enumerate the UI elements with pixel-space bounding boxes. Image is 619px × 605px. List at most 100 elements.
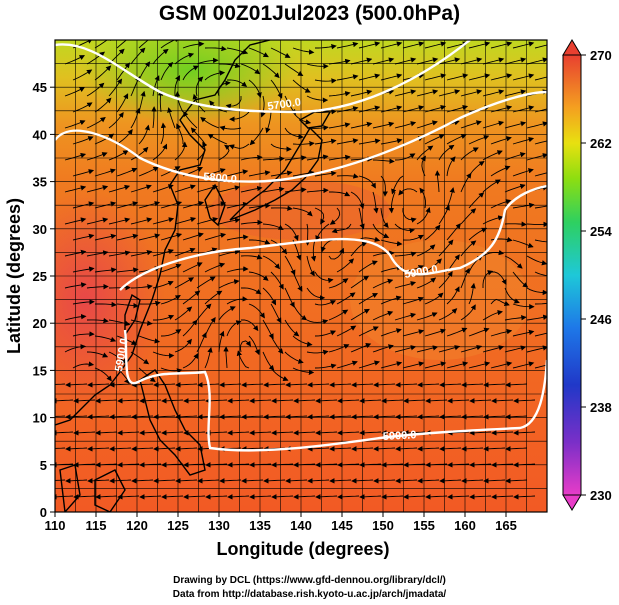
streamline bbox=[483, 382, 506, 388]
streamline bbox=[207, 133, 228, 145]
streamline bbox=[226, 169, 249, 177]
streamline bbox=[262, 223, 284, 230]
y-tick-label: 10 bbox=[33, 411, 47, 426]
streamline bbox=[196, 57, 219, 65]
streamline bbox=[336, 106, 359, 113]
streamline bbox=[402, 207, 417, 223]
streamline bbox=[205, 462, 228, 468]
streamline bbox=[161, 494, 184, 500]
streamline bbox=[307, 382, 330, 388]
streamline bbox=[86, 116, 106, 129]
colorbar-tick-label: 270 bbox=[590, 48, 612, 63]
streamline bbox=[482, 89, 505, 97]
streamline bbox=[468, 41, 491, 49]
streamline bbox=[359, 398, 382, 404]
streamline bbox=[65, 478, 88, 484]
streamline bbox=[152, 143, 168, 161]
credit-data-source: Data from http://database.rish.kyoto-u.a… bbox=[172, 589, 447, 600]
streamline bbox=[241, 414, 264, 420]
colorbar-tick-label: 254 bbox=[590, 224, 612, 239]
streamline bbox=[398, 188, 418, 196]
temperature-field: 5700.0 5800.0 5900.0 5900.0 5900.0 bbox=[55, 40, 547, 512]
streamline bbox=[490, 165, 511, 177]
x-tick-label: 140 bbox=[290, 518, 312, 533]
streamline bbox=[248, 79, 262, 98]
streamline bbox=[182, 41, 205, 49]
streamline bbox=[504, 345, 527, 353]
streamline bbox=[293, 494, 316, 500]
y-tick-label: 0 bbox=[40, 505, 47, 520]
streamline bbox=[336, 173, 359, 179]
streamline bbox=[394, 251, 417, 257]
streamline bbox=[395, 382, 418, 388]
streamline bbox=[446, 156, 456, 177]
streamline bbox=[167, 107, 176, 129]
y-tick-label: 40 bbox=[33, 127, 47, 142]
streamline bbox=[402, 105, 425, 113]
streamline bbox=[439, 478, 462, 484]
colorbar-max-triangle bbox=[562, 39, 582, 56]
streamline bbox=[116, 128, 133, 145]
streamline bbox=[284, 351, 304, 364]
streamline bbox=[176, 123, 184, 145]
streamline bbox=[227, 430, 250, 436]
streamline bbox=[439, 446, 462, 452]
streamline bbox=[64, 313, 87, 321]
streamline bbox=[358, 73, 381, 81]
streamline bbox=[424, 328, 446, 337]
streamline bbox=[307, 414, 330, 420]
streamline bbox=[270, 303, 282, 324]
streamline bbox=[65, 414, 88, 420]
streamline bbox=[490, 361, 513, 369]
streamline bbox=[292, 335, 313, 347]
streamline bbox=[138, 300, 161, 307]
streamline bbox=[196, 141, 208, 161]
streamline bbox=[72, 299, 95, 305]
streamline bbox=[197, 478, 220, 484]
streamline bbox=[380, 361, 403, 369]
streamline bbox=[160, 122, 167, 145]
streamline bbox=[262, 319, 274, 340]
streamline bbox=[512, 239, 534, 248]
contour-5900-south bbox=[123, 329, 547, 452]
streamline bbox=[513, 430, 536, 436]
streamline bbox=[468, 135, 490, 145]
streamline bbox=[417, 478, 440, 484]
streamline bbox=[526, 345, 547, 353]
streamline bbox=[306, 95, 329, 103]
streamline bbox=[72, 102, 93, 113]
streamline bbox=[372, 57, 395, 65]
streamlines bbox=[55, 40, 547, 500]
streamline bbox=[350, 57, 373, 65]
streamline bbox=[504, 315, 527, 321]
streamline bbox=[490, 298, 510, 306]
streamline bbox=[152, 280, 174, 289]
streamline bbox=[196, 276, 216, 289]
streamline bbox=[64, 282, 87, 289]
streamline bbox=[460, 57, 483, 65]
streamline bbox=[138, 61, 151, 81]
streamline bbox=[86, 317, 109, 324]
streamline bbox=[328, 91, 351, 97]
streamline bbox=[380, 41, 403, 49]
streamline bbox=[131, 414, 154, 420]
streamline bbox=[504, 255, 523, 269]
streamline bbox=[512, 73, 535, 81]
streamline bbox=[446, 104, 469, 113]
streamline bbox=[424, 73, 447, 81]
streamline bbox=[350, 89, 373, 97]
streamline bbox=[130, 319, 153, 326]
streamline bbox=[314, 271, 334, 284]
streamline bbox=[483, 478, 506, 484]
streamline bbox=[236, 350, 250, 369]
streamline bbox=[469, 462, 492, 468]
x-axis-label: Longitude (degrees) bbox=[216, 539, 389, 559]
streamline bbox=[388, 191, 396, 214]
streamline bbox=[306, 319, 329, 325]
streamline bbox=[263, 414, 286, 420]
streamline bbox=[64, 120, 86, 129]
streamline bbox=[109, 382, 132, 388]
x-tick-label: 120 bbox=[126, 518, 148, 533]
streamline bbox=[55, 383, 66, 385]
streamline bbox=[270, 367, 289, 381]
